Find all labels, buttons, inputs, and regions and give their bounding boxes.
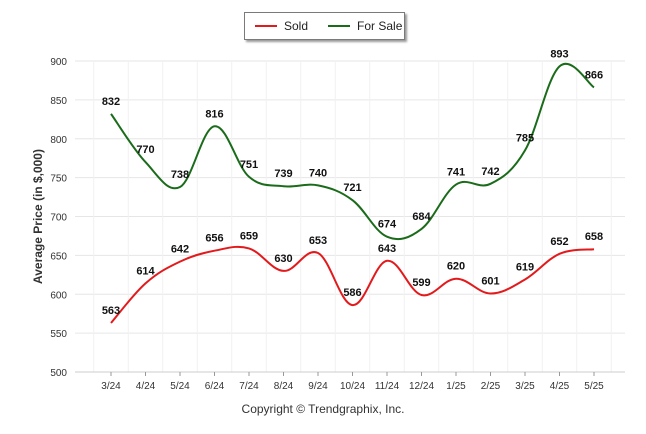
axis-layer: 500 550 600 650 700 750 800 850 900 3/24 4/24 5/24 6… [31, 57, 625, 392]
legend-item-for-sale: For Sale [318, 19, 402, 33]
label-layer: 563 614 642 656 659 630 653 586 643 599 620 601 619 6… [102, 48, 603, 317]
y-tick-label-600: 600 [50, 290, 67, 301]
data-label-sold-12: 619 [516, 261, 534, 273]
series-layer [110, 62, 595, 324]
data-label-sold-0: 563 [102, 305, 120, 317]
data-label-sold-4: 659 [240, 230, 258, 242]
x-tick-label-3-25: 3/25 [515, 381, 535, 392]
data-label-for-sale-7: 721 [343, 182, 361, 194]
data-label-for-sale-0: 832 [102, 96, 120, 108]
data-label-for-sale-12: 785 [516, 132, 534, 144]
x-tick-label-5-24: 5/24 [170, 381, 190, 392]
x-tick-label-12-24: 12/24 [409, 381, 434, 392]
legend-item-sold: Sold [245, 19, 308, 33]
data-label-for-sale-10: 741 [447, 167, 465, 179]
y-tick-label-550: 550 [50, 329, 67, 340]
x-tick-label-9-24: 9/24 [308, 381, 328, 392]
x-tick-label-4-24: 4/24 [136, 381, 156, 392]
data-label-for-sale-13: 893 [550, 48, 568, 60]
x-tick-label-4-25: 4/25 [550, 381, 570, 392]
x-tick-label-7-24: 7/24 [239, 381, 259, 392]
data-label-for-sale-6: 740 [309, 167, 327, 179]
data-label-for-sale-8: 674 [378, 219, 397, 231]
x-tick-label-2-25: 2/25 [481, 381, 501, 392]
chart-legend: Sold For Sale [244, 12, 405, 40]
data-label-sold-10: 620 [447, 261, 465, 273]
data-label-sold-1: 614 [136, 265, 155, 277]
y-tick-label-650: 650 [50, 251, 67, 262]
legend-label-sold: Sold [284, 19, 309, 33]
data-label-sold-3: 656 [205, 233, 223, 245]
y-tick-label-800: 800 [50, 135, 67, 146]
x-tick-label-5-25: 5/25 [584, 381, 604, 392]
y-tick-label-700: 700 [50, 213, 67, 224]
grid-layer [75, 60, 625, 373]
x-tick-label-1-25: 1/25 [446, 381, 466, 392]
data-label-for-sale-1: 770 [136, 144, 154, 156]
legend-label-for-sale: For Sale [357, 19, 403, 33]
legend-swatch-sold [255, 25, 277, 27]
x-tick-label-3-24: 3/24 [101, 381, 121, 392]
data-label-for-sale-4: 751 [240, 159, 258, 171]
data-label-for-sale-5: 739 [274, 168, 292, 180]
y-tick-label-750: 750 [50, 174, 67, 185]
data-label-sold-7: 586 [343, 287, 361, 299]
data-label-sold-13: 652 [550, 236, 568, 248]
data-label-for-sale-3: 816 [205, 108, 223, 120]
data-label-for-sale-9: 684 [412, 211, 431, 223]
data-label-sold-8: 643 [378, 243, 396, 255]
copyright-text: Copyright © Trendgraphix, Inc. [241, 402, 405, 416]
data-label-sold-14: 658 [585, 231, 603, 243]
data-label-sold-9: 599 [412, 277, 430, 289]
series-line-for-sale [110, 62, 595, 240]
y-tick-label-900: 900 [50, 57, 67, 68]
x-tick-label-6-24: 6/24 [205, 381, 225, 392]
x-tick-label-11-24: 11/24 [375, 381, 400, 392]
data-label-sold-11: 601 [481, 275, 499, 287]
data-label-sold-2: 642 [171, 244, 189, 256]
data-label-for-sale-2: 738 [171, 169, 189, 181]
series-line-sold [110, 245, 595, 324]
legend-swatch-for-sale [328, 25, 351, 27]
x-tick-label-10-24: 10/24 [340, 381, 365, 392]
data-label-for-sale-11: 742 [481, 166, 499, 178]
y-tick-label-850: 850 [50, 96, 67, 107]
y-axis-title: Average Price (in $,000) [31, 149, 45, 284]
y-tick-label-500: 500 [50, 368, 67, 379]
data-label-for-sale-14: 866 [585, 69, 603, 81]
data-label-sold-5: 630 [274, 253, 292, 265]
x-tick-label-8-24: 8/24 [274, 381, 294, 392]
data-label-sold-6: 653 [309, 235, 327, 247]
